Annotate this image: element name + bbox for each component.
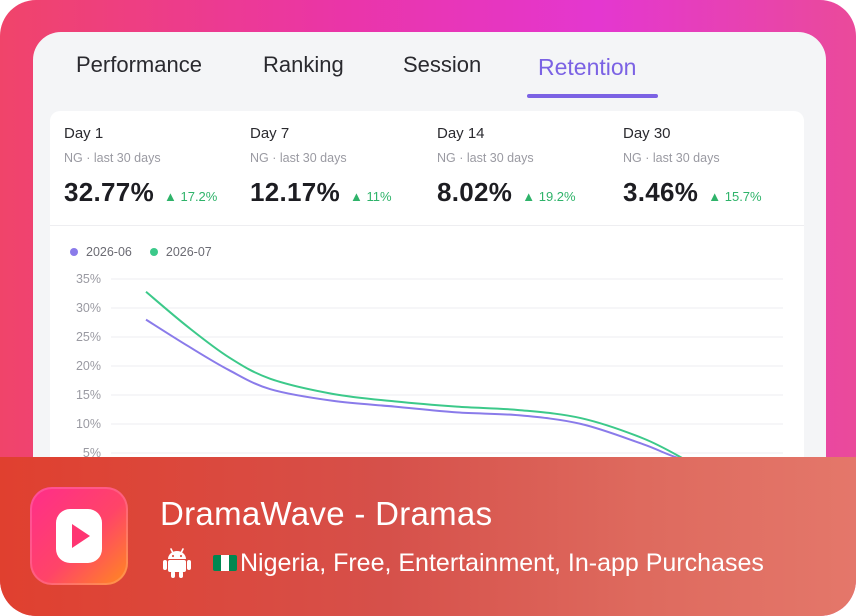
up-arrow-icon: ▲ xyxy=(708,189,722,204)
metric-value: 32.77% xyxy=(64,177,154,207)
metric-label: Day 30 xyxy=(623,125,671,142)
tab-performance[interactable]: Performance xyxy=(76,52,202,77)
flag-stripe xyxy=(221,555,229,571)
metric-subtitle: NG · last 30 days xyxy=(64,151,161,165)
tab-session[interactable]: Session xyxy=(403,52,482,77)
metric-day-1: Day 1 NG · last 30 days 32.77% ▲ 17.2% xyxy=(64,125,217,208)
metric-value: 8.02% xyxy=(437,177,513,207)
flag-stripe xyxy=(229,555,237,571)
metric-value: 12.17% xyxy=(250,177,340,207)
metric-label: Day 1 xyxy=(64,125,104,142)
series-line-2026-07 xyxy=(145,290,686,461)
y-tick-label: 5% xyxy=(83,446,101,460)
y-tick-label: 35% xyxy=(76,272,101,286)
app-meta: Nigeria, Free, Entertainment, In-app Pur… xyxy=(240,549,764,577)
y-tick-label: 20% xyxy=(76,359,101,373)
metric-value: 3.46% xyxy=(623,177,699,207)
metric-label: Day 7 xyxy=(250,125,290,142)
tab-bar: Performance Ranking Session Retention xyxy=(33,32,826,102)
tab-ranking[interactable]: Ranking xyxy=(263,52,344,77)
retention-line-chart: 0%5%10%15%20%25%30%35% xyxy=(76,272,783,489)
active-tab-indicator xyxy=(527,94,658,98)
metric-subtitle: NG · last 30 days xyxy=(623,151,720,165)
y-tick-label: 15% xyxy=(76,388,101,402)
up-arrow-icon: ▲ xyxy=(522,189,536,204)
panel-divider xyxy=(50,225,804,226)
android-icon xyxy=(163,548,191,578)
metric-day-14: Day 14 NG · last 30 days 8.02% ▲ 19.2% xyxy=(437,125,576,208)
chart-legend: 2026-06 2026-07 xyxy=(70,245,230,259)
app-logo-icon xyxy=(30,487,128,585)
metric-day-30: Day 30 NG · last 30 days 3.46% ▲ 15.7% xyxy=(623,125,762,208)
flag-stripe xyxy=(213,555,221,571)
series-line-2026-06 xyxy=(145,318,748,472)
metric-delta: ▲ 11% xyxy=(349,189,392,204)
legend-dot xyxy=(149,248,158,256)
legend-item[interactable]: 2026-06 xyxy=(70,245,132,259)
y-tick-label: 25% xyxy=(76,330,101,344)
y-tick-label: 30% xyxy=(76,301,101,315)
metric-delta: ▲ 19.2% xyxy=(522,189,576,204)
legend-label: 2026-06 xyxy=(86,245,132,259)
play-icon xyxy=(72,524,90,548)
legend-label: 2026-07 xyxy=(165,245,212,259)
metric-subtitle: NG · last 30 days xyxy=(437,151,534,165)
y-tick-label: 10% xyxy=(76,417,101,431)
metric-subtitle: NG · last 30 days xyxy=(250,151,347,165)
nigeria-flag-icon xyxy=(213,555,237,571)
up-arrow-icon: ▲ xyxy=(163,189,177,204)
metric-day-7: Day 7 NG · last 30 days 12.17% ▲ 11% xyxy=(250,125,392,208)
app-title: DramaWave - Dramas xyxy=(160,495,493,532)
tab-retention[interactable]: Retention xyxy=(538,54,637,80)
legend-item[interactable]: 2026-07 xyxy=(149,245,212,259)
metric-label: Day 14 xyxy=(437,125,485,142)
app-info-bar: DramaWave - Dramas Nigeria, Free, Entert… xyxy=(0,457,856,616)
legend-dot xyxy=(70,248,78,256)
metric-delta: ▲ 17.2% xyxy=(163,189,218,204)
metric-delta: ▲ 15.7% xyxy=(708,189,762,204)
up-arrow-icon: ▲ xyxy=(349,189,363,204)
